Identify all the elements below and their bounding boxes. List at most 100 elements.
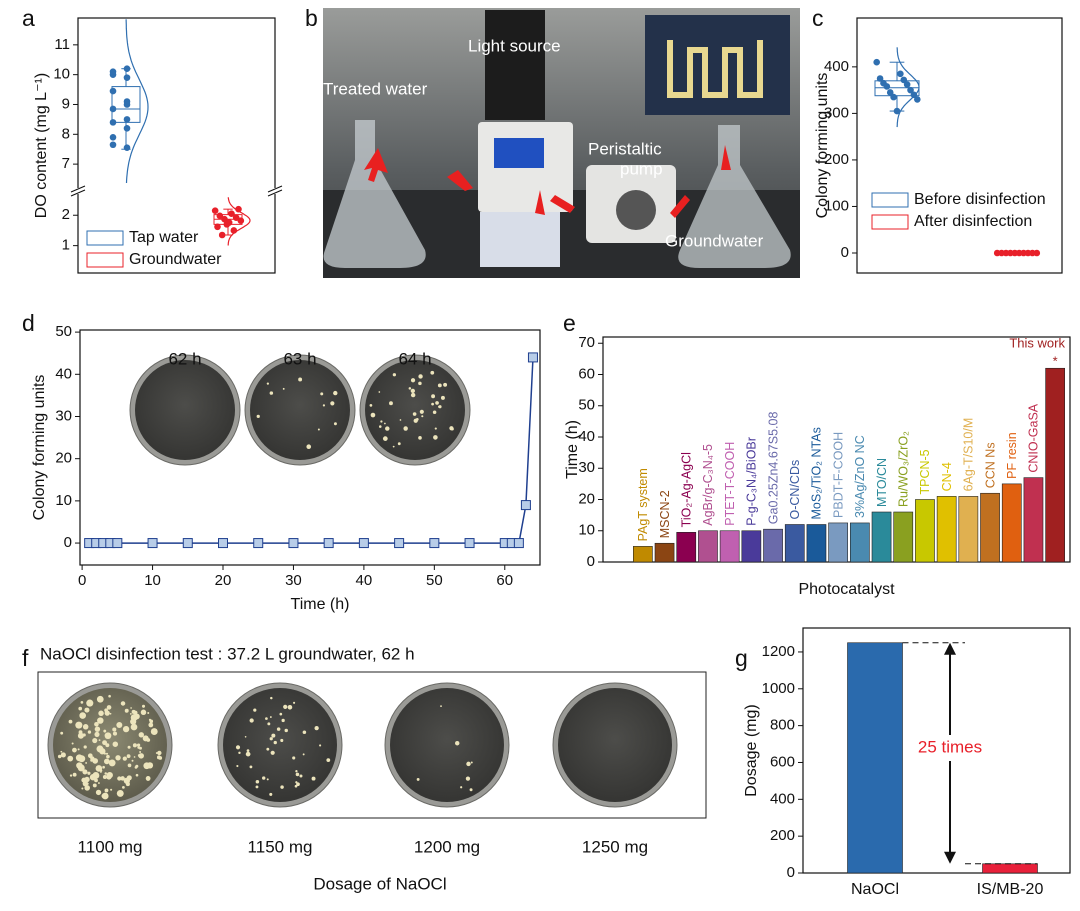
panel-label: a bbox=[22, 5, 35, 31]
data-point bbox=[910, 91, 918, 99]
colony bbox=[92, 758, 99, 764]
category-label: PF resin bbox=[1005, 432, 1019, 479]
colony bbox=[389, 401, 393, 406]
colony bbox=[385, 426, 390, 431]
colony bbox=[330, 401, 335, 406]
colony bbox=[419, 409, 424, 414]
colony bbox=[78, 706, 83, 711]
colony bbox=[129, 713, 132, 715]
colony bbox=[418, 436, 422, 440]
colony bbox=[60, 731, 64, 735]
data-marker bbox=[112, 538, 123, 549]
bar bbox=[982, 863, 1038, 874]
data-marker bbox=[288, 538, 299, 549]
data-point bbox=[109, 141, 117, 149]
colony bbox=[294, 784, 298, 788]
data-point bbox=[211, 207, 219, 214]
colony bbox=[333, 390, 338, 396]
panel-label: g bbox=[735, 645, 748, 671]
colony bbox=[131, 759, 134, 762]
flow-arrows bbox=[364, 145, 731, 218]
legend-swatch bbox=[871, 214, 909, 230]
category-label: MoS₂/TiO₂ NTAs bbox=[810, 427, 824, 519]
colony bbox=[84, 776, 90, 783]
y-tick-label: 40 bbox=[55, 365, 72, 382]
colony bbox=[287, 704, 293, 710]
dish-agar bbox=[135, 360, 235, 460]
dish-agar bbox=[53, 688, 167, 802]
plates-title: NaOCl disinfection test : 37.2 L groundw… bbox=[40, 644, 415, 663]
y-tick-label: 2 bbox=[62, 206, 70, 223]
colony bbox=[392, 445, 395, 448]
colony bbox=[279, 712, 283, 716]
data-marker bbox=[323, 538, 334, 549]
data-point bbox=[214, 223, 221, 231]
colony bbox=[112, 727, 117, 732]
colony bbox=[110, 788, 113, 791]
data-point bbox=[883, 83, 891, 90]
arrow-head bbox=[944, 851, 956, 864]
dish-agar bbox=[390, 688, 504, 802]
category-label: CN-4 bbox=[940, 462, 954, 491]
y-tick-label: 0 bbox=[787, 864, 795, 881]
legend-swatch bbox=[86, 230, 124, 246]
dish-label: 63 h bbox=[283, 349, 316, 368]
category-label: TiO₂-Ag-AgCl bbox=[680, 452, 694, 527]
y-tick-label: 10 bbox=[578, 522, 595, 539]
bar bbox=[847, 642, 903, 874]
dish-label: 62 h bbox=[168, 349, 201, 368]
colony bbox=[92, 737, 98, 744]
colony bbox=[269, 391, 274, 395]
data-point bbox=[123, 74, 131, 81]
arrow bbox=[535, 190, 545, 215]
y-tick-label: 11 bbox=[54, 36, 70, 53]
legend-swatch bbox=[871, 192, 909, 208]
colony bbox=[140, 709, 147, 716]
colony bbox=[392, 373, 397, 377]
colony bbox=[136, 743, 141, 747]
y-tick-label: 1000 bbox=[762, 680, 795, 697]
colony bbox=[87, 771, 91, 775]
colony bbox=[410, 378, 416, 383]
data-point bbox=[228, 210, 235, 218]
x-tick-label: NaOCl bbox=[851, 881, 899, 898]
colony bbox=[82, 780, 89, 787]
data-marker bbox=[253, 538, 264, 549]
data-point bbox=[1007, 249, 1014, 257]
panel-label: e bbox=[563, 310, 576, 336]
category-label: MSCN-2 bbox=[658, 490, 672, 538]
colony bbox=[235, 745, 241, 750]
colony bbox=[102, 740, 108, 746]
data-point bbox=[109, 68, 117, 75]
category-label: CCN Ns bbox=[983, 442, 997, 488]
colony bbox=[302, 730, 307, 735]
light-source bbox=[485, 10, 545, 120]
colony bbox=[124, 708, 129, 713]
colony bbox=[98, 782, 100, 784]
colony bbox=[416, 777, 420, 781]
colony bbox=[101, 793, 106, 799]
bar bbox=[958, 496, 979, 563]
colony bbox=[440, 705, 442, 707]
colony bbox=[399, 419, 402, 421]
colony bbox=[104, 772, 107, 775]
colony bbox=[295, 770, 298, 773]
colony bbox=[130, 723, 138, 731]
y-tick-label: 9 bbox=[62, 95, 70, 112]
colony bbox=[284, 728, 288, 733]
axis-break bbox=[267, 185, 283, 193]
colony bbox=[112, 741, 119, 747]
colony bbox=[103, 729, 107, 733]
y-tick-label: 50 bbox=[55, 323, 72, 340]
colony bbox=[269, 792, 273, 796]
colony bbox=[84, 707, 90, 713]
colony bbox=[148, 722, 154, 728]
colony bbox=[443, 382, 448, 387]
colony bbox=[270, 696, 273, 700]
colony bbox=[81, 787, 84, 790]
colony bbox=[280, 738, 284, 742]
arrow bbox=[364, 148, 388, 182]
photo-annotation: Groundwater bbox=[665, 231, 764, 250]
y-axis-label: Time (h) bbox=[564, 420, 581, 479]
